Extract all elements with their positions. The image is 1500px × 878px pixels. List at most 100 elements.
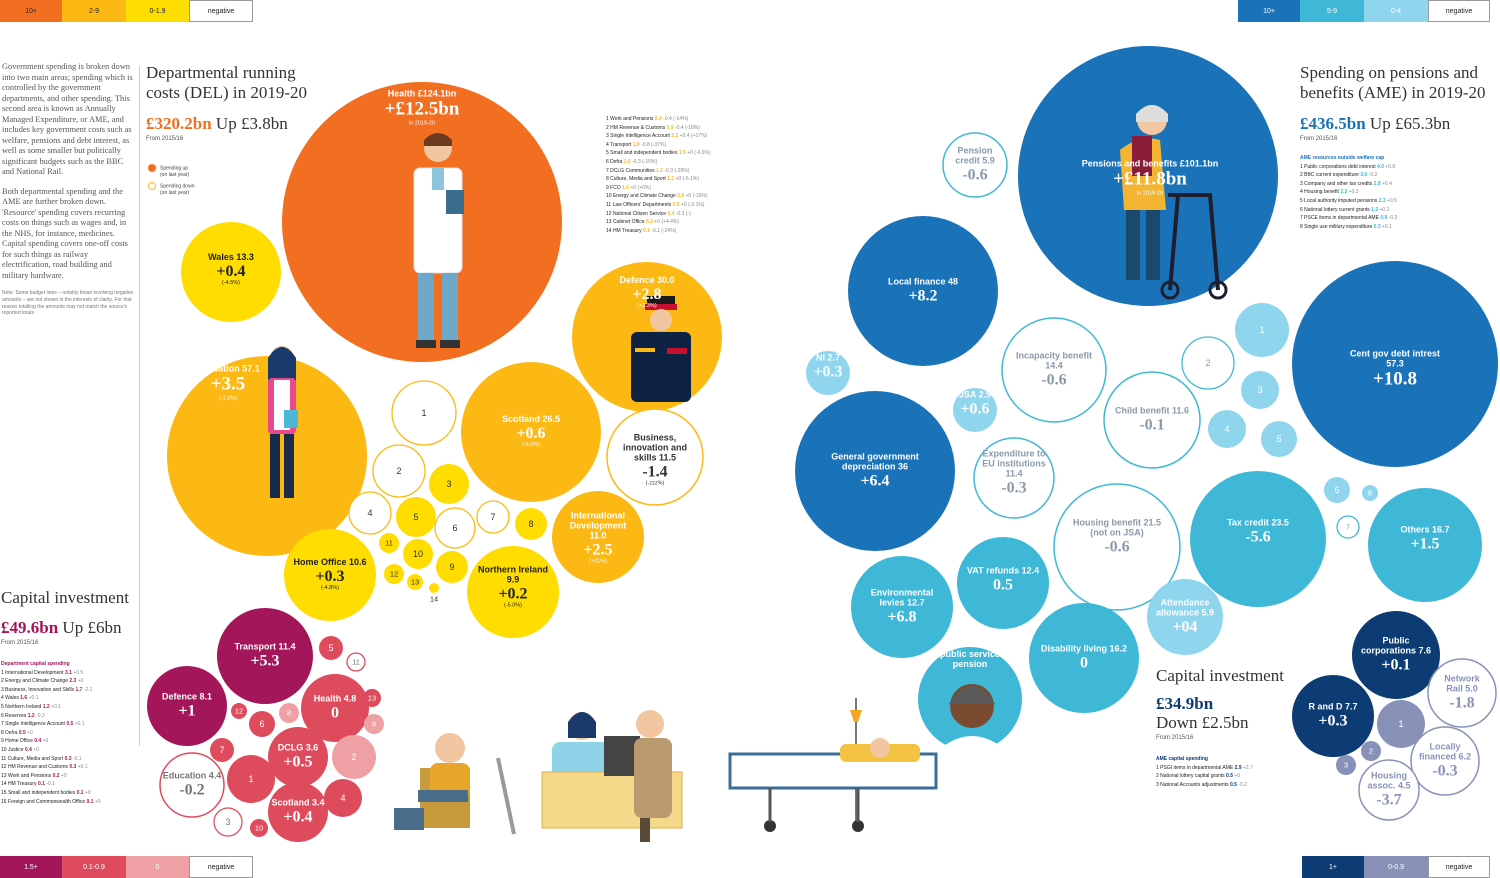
bubble [159,752,225,818]
bubble-change: +0.4 [283,808,313,826]
legend-swatch-0-4: 0-4 [1364,0,1428,22]
numbered-bubble-label: 3 [1343,760,1349,770]
numbered-bubble [319,636,343,660]
numbered-bubble [476,500,510,534]
intro-paragraph-2: Both departmental spending and the AME a… [2,186,128,280]
numbered-bubble [231,703,247,719]
bubble-label: R and D 7.7 +0.3 [1308,701,1357,729]
legend-swatch-10plus: 10+ [0,0,62,22]
bubble-name: Others 16.7 [1400,524,1450,535]
list-item: 3 Company and other tax credits 2.8 +0.4 [1300,180,1392,187]
numbered-bubble [1208,410,1246,448]
numbered-bubble [1362,485,1378,501]
numbered-bubble-label: 7 [1345,522,1351,532]
bubble [461,362,601,502]
numbered-bubble [250,819,268,837]
capital-ame-from: From 2015/16 [1156,735,1194,741]
bubble [268,727,328,787]
numbered-bubble-label: 12 [234,706,244,716]
list-item: 2 National lottery capital grants 0.5 +0 [1156,773,1241,780]
bubble [284,529,376,621]
list-item: 8 Single use military expenditure 0.3 +0… [1300,223,1392,230]
numbered-bubble-label: 2 [396,466,402,476]
bubble-name: Pension credit 5.9 [955,145,995,166]
numbered-bubble [379,533,399,553]
bubble [606,408,704,506]
bubble-change: +0.6 [960,400,990,418]
numbered-bubble-label: 1 [421,408,427,418]
numbered-bubble [434,507,476,549]
bubble-label: Incapacity benefit 14.4 -0.6 [1012,350,1095,388]
numbered-bubble-label: 3 [1257,385,1263,395]
bubble-label: Pensions and benefits £101.1bn +£11.8bn in… [1081,158,1219,197]
office-desk-illustration [541,710,683,842]
illustrations [268,105,1228,842]
bubble-change: +5.3 [250,652,280,670]
bubble-label: Transport 11.4 +5.3 [234,641,295,670]
bubble-change: +0.4 [216,263,246,281]
bubble-name: Disability living 16.2 [1040,643,1128,654]
bubble-change: 0 [331,704,339,722]
capital-del-total: £49.6bn [1,618,59,637]
bubble-change: +6.8 [887,608,917,626]
bubble-label: Disability living 16.2 0 [1040,643,1128,671]
bubble-change: +0.1 [1381,656,1411,674]
bubble-name: VAT refunds 12.4 [966,565,1040,576]
bubble-change: +1.5 [1410,535,1440,553]
list-item: 5 Local authority imputed pensions 2.3 +… [1300,197,1397,204]
bubble-label: Locally financed 6.2 -0.3 [1418,741,1473,780]
numbered-bubble-label: 7 [219,745,225,755]
bubble-change: -0.3 [1432,762,1458,780]
bubble-percent: (-1.1%) [218,395,238,402]
numbered-bubble [429,583,439,593]
bubble-label: Expenditure to EU institutions 11.4 -0.3 [982,448,1046,497]
bubble-change: +2.5 [583,541,613,559]
numbered-bubble-label: 6 [259,719,265,729]
bubble-name: Expenditure to EU institutions 11.4 [982,448,1046,479]
bubble-label: Health £124.1bn +£12.5bn in 2019-20 [385,89,460,127]
bubble-label: Health 4.8 0 [313,693,357,722]
bubble-label: JSA 2.9 +0.6 [959,389,991,418]
bubble-percent: in 2019-20 [409,120,435,127]
list-item: 16 Foreign and Commonwealth Office 0.1 +… [1,798,101,805]
bubble-name: Education 57.1 [196,363,260,374]
bubble-name: Home Office 10.6 [293,557,367,568]
bubble-label: Defence 8.1 +1 [162,691,212,719]
list-item: 11 Law Officers' Departments 0.5 +0 (-2.… [606,201,705,208]
bubble [1190,471,1326,607]
numbered-bubble [436,551,468,583]
key-down-label: Spending down [160,182,195,189]
capital-ame-list-title: AME capital spending [1156,756,1208,762]
bubble-label: Education 57.1 +3.5 (-1.1%) [196,363,260,402]
bubble-label: DCLG 3.6 +0.5 [278,742,319,770]
numbered-bubble-label: 10 [254,823,264,833]
legend-capital-del: 1.5+ 0.1-0.9 0 negative [0,856,253,878]
key-down-dot [148,181,156,190]
bubble [806,351,850,395]
bubble-percent: in 2019-20 [1136,190,1163,197]
list-item: 6 Reserves 1.2 -0.3 [1,712,45,719]
numbered-bubble-label: 3 [225,817,231,827]
bubble-percent: (-zzz%) [645,480,665,487]
bubble-label: Home Office 10.6 +0.3 (-4.8%) [293,557,367,592]
bubble [1001,317,1107,423]
numbered-bubble [1336,755,1356,775]
numbered-bubble [249,711,275,737]
bubble-change: +8.2 [908,287,938,305]
bubble-label: Pension credit 5.9 -0.6 [945,145,1005,183]
bubble-name: Health 4.8 [313,693,357,704]
ame-title: Spending on pensions and benefits (AME) … [1300,63,1486,103]
bubble-change: -0.3 [1001,479,1027,497]
bubble-name: Wales 13.3 [208,252,254,263]
list-item: 4 Wales 1.6 +0.1 [1,695,39,702]
numbered-bubble-label: 13 [367,693,377,703]
bubble-label: Scotland 26.5 +0.6 (-5.0%) [502,414,560,449]
bubble-percent: (-5.0%) [521,442,541,449]
bubble [1147,579,1223,655]
bubble-name: Pensions and benefits £101.1bn [1081,158,1219,169]
del-key: Spending up (on last year) Spending down… [148,164,194,196]
bubble-name: Locally financed 6.2 [1418,741,1472,762]
numbered-bubble-label: 4 [1224,424,1230,434]
bubble-label: Public corporations 7.6 +0.1 [1361,635,1431,674]
bubble-label: Scotland 3.4 +0.4 [271,797,324,826]
